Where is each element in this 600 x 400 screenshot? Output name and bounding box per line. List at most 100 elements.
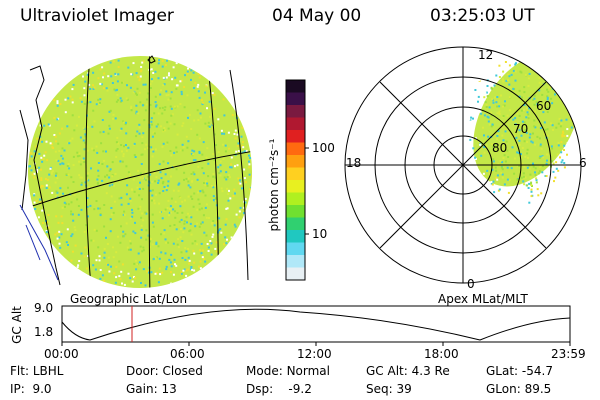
- image-pixel: [143, 119, 146, 122]
- image-pixel: [172, 66, 175, 69]
- image-pixel: [202, 249, 204, 252]
- image-pixel: [151, 180, 154, 183]
- image-pixel: [201, 256, 204, 259]
- image-pixel: [37, 216, 40, 219]
- image-pixel: [160, 177, 163, 180]
- image-pixel: [58, 150, 61, 152]
- image-pixel: [160, 89, 162, 92]
- image-pixel: [82, 139, 85, 142]
- image-pixel: [60, 154, 63, 157]
- image-pixel: [534, 171, 536, 174]
- image-pixel: [196, 178, 199, 181]
- image-pixel: [539, 143, 542, 146]
- image-pixel: [498, 76, 501, 78]
- image-pixel: [197, 73, 200, 75]
- image-pixel: [526, 141, 529, 143]
- image-pixel: [190, 69, 193, 72]
- image-pixel: [112, 256, 115, 259]
- image-pixel: [50, 172, 53, 175]
- image-pixel: [145, 103, 148, 106]
- image-pixel: [192, 71, 195, 74]
- image-pixel: [494, 96, 497, 99]
- image-pixel: [532, 99, 535, 101]
- image-pixel: [165, 189, 168, 192]
- image-pixel: [46, 221, 49, 224]
- image-pixel: [224, 150, 227, 153]
- info-dsp-value: -9.2: [288, 382, 312, 396]
- image-pixel: [482, 126, 484, 129]
- image-pixel: [202, 191, 205, 194]
- image-pixel: [150, 78, 153, 81]
- image-pixel: [554, 68, 556, 71]
- image-pixel: [542, 156, 545, 159]
- image-pixel: [113, 184, 116, 187]
- image-pixel: [219, 228, 222, 230]
- alt-ytick-1-8: 1.8: [34, 325, 54, 339]
- image-pixel: [200, 99, 203, 102]
- image-pixel: [545, 153, 548, 156]
- image-pixel: [507, 191, 510, 194]
- image-pixel: [81, 158, 84, 161]
- image-pixel: [215, 250, 218, 253]
- image-pixel: [170, 154, 173, 157]
- image-pixel: [198, 150, 201, 153]
- image-pixel: [530, 54, 533, 57]
- image-pixel: [205, 156, 208, 159]
- image-pixel: [497, 58, 500, 61]
- image-pixel: [101, 179, 104, 182]
- image-pixel: [214, 184, 217, 187]
- image-pixel: [198, 208, 201, 211]
- image-pixel: [97, 174, 100, 177]
- image-pixel: [140, 282, 142, 284]
- image-pixel: [33, 194, 36, 197]
- image-pixel: [86, 205, 89, 208]
- mlt-label-18: 18: [346, 156, 362, 170]
- image-pixel: [160, 125, 162, 128]
- image-pixel: [54, 135, 57, 138]
- image-pixel: [536, 188, 539, 191]
- image-pixel: [196, 222, 199, 225]
- image-pixel: [168, 74, 170, 77]
- image-pixel: [175, 168, 178, 171]
- color-bar-stripe: [286, 255, 305, 268]
- image-pixel: [51, 143, 53, 146]
- image-pixel: [121, 81, 123, 84]
- image-pixel: [139, 205, 142, 208]
- image-pixel: [150, 123, 153, 126]
- image-pixel: [518, 89, 521, 92]
- image-pixel: [482, 86, 485, 88]
- image-pixel: [185, 274, 188, 277]
- image-pixel: [108, 184, 111, 187]
- info-glat-label: GLat:: [486, 364, 519, 378]
- image-pixel: [202, 172, 205, 175]
- image-pixel: [248, 173, 251, 176]
- image-pixel: [198, 265, 200, 268]
- image-pixel: [97, 207, 100, 210]
- image-pixel: [210, 242, 213, 245]
- image-pixel: [248, 163, 251, 166]
- image-pixel: [249, 188, 252, 191]
- image-pixel: [103, 72, 106, 75]
- image-pixel: [172, 208, 175, 211]
- image-pixel: [243, 168, 246, 171]
- image-pixel: [545, 162, 548, 165]
- image-pixel: [229, 176, 231, 179]
- image-pixel: [486, 95, 489, 98]
- image-pixel: [112, 211, 115, 214]
- image-pixel: [539, 56, 542, 59]
- image-pixel: [86, 178, 89, 181]
- image-pixel: [151, 189, 154, 192]
- info-flt: Flt: LBHL: [10, 364, 63, 378]
- image-pixel: [206, 107, 208, 110]
- image-pixel: [527, 113, 530, 116]
- image-pixel: [160, 233, 162, 236]
- image-pixel: [523, 108, 525, 111]
- image-pixel: [199, 190, 202, 193]
- image-pixel: [535, 181, 538, 184]
- image-pixel: [474, 158, 477, 160]
- image-pixel: [138, 261, 141, 264]
- alt-ytick-9: 9.0: [34, 301, 54, 315]
- image-pixel: [520, 96, 523, 99]
- image-pixel: [561, 133, 564, 136]
- image-pixel: [82, 75, 84, 78]
